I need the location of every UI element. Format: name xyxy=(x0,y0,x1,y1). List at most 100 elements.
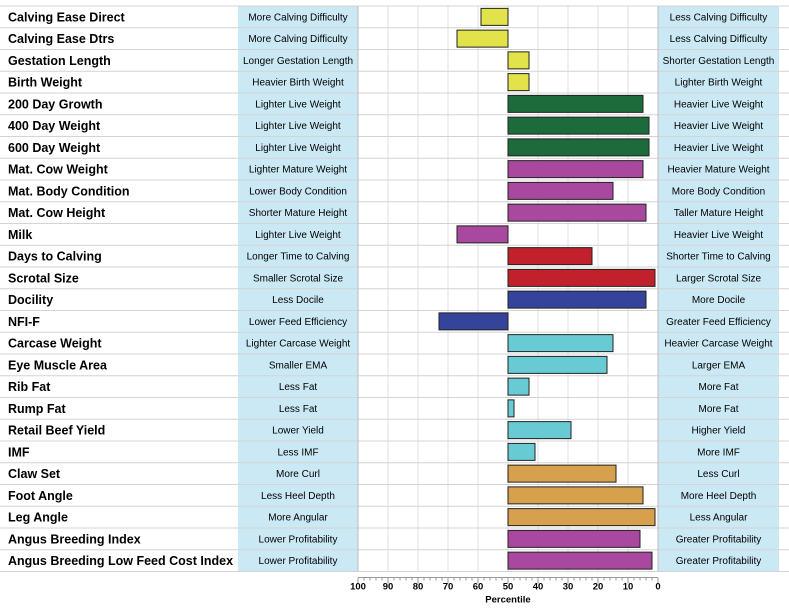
right-description-label: Less Calving Difficulty xyxy=(670,12,768,23)
x-tick-label: 80 xyxy=(413,582,424,593)
trait-label: Calving Ease Dtrs xyxy=(8,32,114,46)
right-description-label: Heavier Carcase Weight xyxy=(664,339,772,350)
trait-label: Days to Calving xyxy=(8,250,102,264)
left-description-label: Less Docile xyxy=(272,295,324,306)
left-description-label: Less Fat xyxy=(279,382,318,393)
bar xyxy=(507,268,656,287)
bar xyxy=(507,181,614,200)
left-description-label: Heavier Birth Weight xyxy=(252,78,344,89)
bar xyxy=(507,51,530,70)
bar xyxy=(480,7,509,26)
left-description-label: Lighter Mature Weight xyxy=(249,165,347,176)
trait-label: Milk xyxy=(8,228,32,242)
left-description-label: More Calving Difficulty xyxy=(248,34,347,45)
right-description-label: Less Angular xyxy=(690,513,748,524)
trait-label: Docility xyxy=(8,293,53,307)
bar xyxy=(456,225,509,244)
left-description-label: Smaller EMA xyxy=(269,360,328,371)
right-description-label: Heavier Live Weight xyxy=(674,230,764,241)
trait-label: Carcase Weight xyxy=(8,337,102,351)
left-description-label: Less Heel Depth xyxy=(261,491,335,502)
right-description-label: More Body Condition xyxy=(672,186,765,197)
right-description-label: Heavier Live Weight xyxy=(674,99,764,110)
left-description-label: Shorter Mature Height xyxy=(249,208,348,219)
x-tick-label: 50 xyxy=(503,582,514,593)
trait-label: 600 Day Weight xyxy=(8,141,101,155)
trait-label: Rump Fat xyxy=(8,402,66,416)
trait-label: Angus Breeding Low Feed Cost Index xyxy=(8,554,233,568)
left-description-label: Lower Profitability xyxy=(259,534,338,545)
x-tick-label: 40 xyxy=(533,582,544,593)
bar xyxy=(456,29,509,48)
left-description-label: Lower Feed Efficiency xyxy=(249,317,347,328)
right-description-label: Higher Yield xyxy=(692,426,746,437)
right-description-label: Larger Scrotal Size xyxy=(676,273,761,284)
x-tick-label: 30 xyxy=(563,582,574,593)
left-description-label: Longer Time to Calving xyxy=(247,252,350,263)
x-tick-label: 0 xyxy=(655,582,660,593)
bar xyxy=(507,551,653,570)
trait-label: Calving Ease Direct xyxy=(8,10,126,24)
trait-label: NFI-F xyxy=(8,315,40,329)
trait-label: Leg Angle xyxy=(8,511,68,525)
left-description-label: Lighter Live Weight xyxy=(255,143,341,154)
left-description-label: Less IMF xyxy=(277,447,318,458)
bar xyxy=(507,334,614,353)
bar xyxy=(507,399,515,418)
left-description-label: Lighter Live Weight xyxy=(255,99,341,110)
right-description-label: Less Curl xyxy=(697,469,739,480)
right-description-label: Larger EMA xyxy=(692,360,746,371)
trait-label: Mat. Body Condition xyxy=(8,184,130,198)
x-axis-label: Percentile xyxy=(485,595,530,606)
bar xyxy=(507,486,644,505)
trait-label: Eye Muscle Area xyxy=(8,358,108,372)
right-description-label: More Fat xyxy=(698,404,738,415)
bar xyxy=(507,290,647,309)
left-description-label: More Calving Difficulty xyxy=(248,12,347,23)
trait-label: Claw Set xyxy=(8,467,61,481)
bar xyxy=(507,94,644,113)
trait-label: Scrotal Size xyxy=(8,271,79,285)
left-description-label: Lower Profitability xyxy=(259,556,338,567)
left-description-label: Lighter Live Weight xyxy=(255,121,341,132)
bar xyxy=(507,116,650,135)
left-description-label: Lower Body Condition xyxy=(249,186,347,197)
trait-label: 200 Day Growth xyxy=(8,97,102,111)
trait-label: Rib Fat xyxy=(8,380,51,394)
trait-label: Foot Angle xyxy=(8,489,73,503)
right-description-label: Shorter Time to Calving xyxy=(666,252,771,263)
left-description-label: More Curl xyxy=(276,469,320,480)
bar xyxy=(507,203,647,222)
x-tick-label: 70 xyxy=(443,582,454,593)
bar xyxy=(507,73,530,92)
right-description-label: More Docile xyxy=(692,295,746,306)
right-description-label: Heavier Mature Weight xyxy=(667,165,769,176)
trait-label: Gestation Length xyxy=(8,54,111,68)
trait-label: Angus Breeding Index xyxy=(8,532,141,546)
right-description-label: Greater Profitability xyxy=(676,534,762,545)
right-description-label: Lighter Birth Weight xyxy=(675,78,763,89)
x-tick-label: 10 xyxy=(623,582,634,593)
trait-label: Mat. Cow Weight xyxy=(8,163,109,177)
x-tick-label: 60 xyxy=(473,582,484,593)
bar xyxy=(507,355,608,374)
right-description-label: Heavier Live Weight xyxy=(674,121,764,132)
right-description-label: Heavier Live Weight xyxy=(674,143,764,154)
bar xyxy=(507,138,650,157)
right-description-label: Shorter Gestation Length xyxy=(663,56,775,67)
bar xyxy=(507,529,641,548)
right-description-label: More IMF xyxy=(697,447,740,458)
left-description-label: Lighter Carcase Weight xyxy=(246,339,351,350)
left-description-label: Lighter Live Weight xyxy=(255,230,341,241)
bar xyxy=(507,160,644,179)
right-description-label: Greater Feed Efficiency xyxy=(666,317,771,328)
trait-label: IMF xyxy=(8,445,30,459)
trait-label: 400 Day Weight xyxy=(8,119,101,133)
right-description-label: More Fat xyxy=(698,382,738,393)
x-tick-label: 100 xyxy=(350,582,366,593)
bar xyxy=(438,312,509,331)
bar xyxy=(507,508,656,527)
trait-label: Retail Beef Yield xyxy=(8,424,105,438)
x-tick-label: 20 xyxy=(593,582,604,593)
